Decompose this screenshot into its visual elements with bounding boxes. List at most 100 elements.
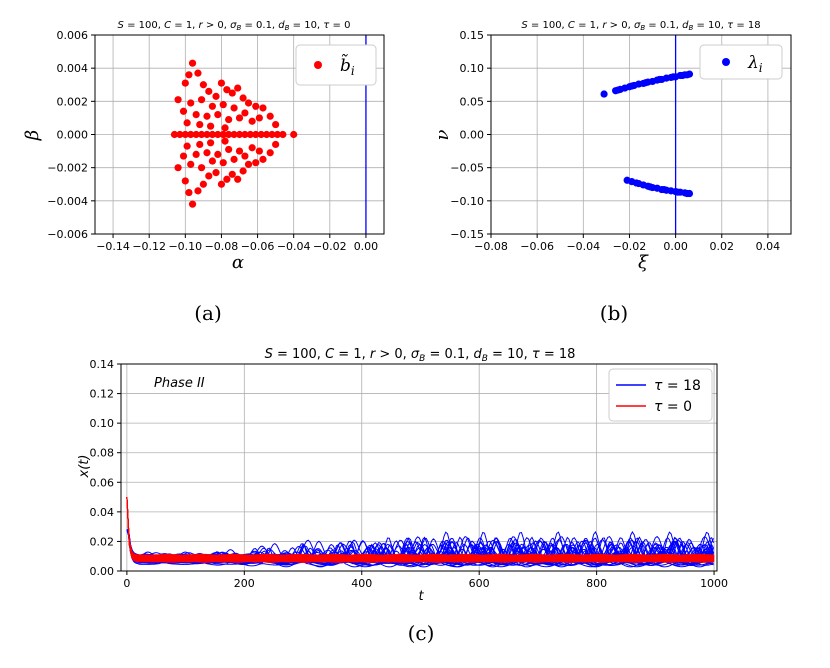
y-tick-label: −0.15 — [450, 228, 484, 241]
y-tick-label: −0.004 — [47, 195, 88, 208]
scatter-point — [683, 71, 691, 79]
panel-b-ylabel: ν — [432, 129, 453, 140]
y-tick-label: 0.002 — [57, 95, 89, 108]
panel-b-legend: λi — [699, 44, 783, 80]
x-tick-label: −0.02 — [613, 240, 647, 253]
scatter-point — [259, 155, 267, 163]
x-tick-label: 0.00 — [354, 240, 379, 253]
scatter-point — [262, 130, 271, 139]
trajectory-tau18 — [126, 529, 714, 561]
scatter-point — [205, 87, 213, 95]
scatter-point — [176, 130, 184, 139]
scatter-point — [234, 84, 242, 92]
scatter-point — [628, 82, 636, 90]
x-tick-label: 600 — [469, 577, 490, 590]
panel-b-title: S = 100, C = 1, r > 0, σB = 0.1, dB = 10… — [521, 20, 760, 32]
scatter-point — [187, 160, 195, 168]
y-tick-label: 0.00 — [460, 129, 485, 142]
scatter-point — [241, 109, 249, 117]
scatter-point — [230, 155, 238, 163]
scatter-point — [268, 130, 276, 139]
scatter-point — [273, 130, 282, 139]
y-tick-label: 0.02 — [90, 535, 115, 548]
scatter-point — [214, 150, 222, 158]
scatter-point — [223, 86, 231, 94]
scatter-point — [221, 124, 229, 132]
panel-c-legend: τ = 18 τ = 0 — [608, 368, 713, 422]
scatter-point — [203, 112, 211, 120]
scatter-point — [683, 189, 691, 198]
scatter-point — [197, 164, 206, 172]
scatter-point — [223, 175, 231, 183]
scatter-point — [208, 157, 217, 165]
scatter-point — [183, 142, 191, 150]
panel-b-chart: S = 100, C = 1, r > 0, σB = 0.1, dB = 10… — [432, 20, 792, 325]
scatter-point — [259, 104, 267, 112]
scatter-point — [179, 152, 188, 160]
panel-c-xlabel: t — [418, 589, 424, 604]
panel-c-caption: (c) — [408, 621, 435, 645]
panel-c-annotation: Phase II — [154, 376, 205, 391]
scatter-point — [187, 130, 195, 139]
panel-a-chart: S = 100, C = 1, r > 0, σB = 0.1, dB = 10… — [22, 20, 385, 325]
scatter-point — [192, 111, 200, 119]
x-tick-label: 0 — [123, 577, 130, 590]
scatter-point — [203, 149, 211, 157]
scatter-point — [174, 164, 182, 172]
y-tick-label: 0.06 — [90, 476, 115, 489]
panel-b-caption: (b) — [600, 301, 628, 325]
scatter-point — [614, 86, 622, 94]
scatter-point — [219, 101, 227, 109]
y-tick-label: −0.05 — [450, 162, 484, 175]
y-tick-label: 0.006 — [57, 29, 89, 42]
scatter-point — [660, 185, 668, 194]
scatter-point — [197, 130, 206, 139]
scatter-point — [199, 180, 207, 188]
panel-a-title: S = 100, C = 1, r > 0, σB = 0.1, dB = 10… — [118, 20, 351, 32]
scatter-point — [632, 179, 640, 187]
panel-c-title: S = 100, C = 1, r > 0, σB = 0.1, dB = 10… — [265, 347, 576, 364]
x-tick-label: −0.08 — [205, 240, 239, 253]
trajectory-tau0 — [126, 497, 715, 563]
y-tick-label: 0.15 — [460, 29, 485, 42]
x-tick-label: 800 — [586, 577, 607, 590]
scatter-point — [239, 94, 247, 102]
scatter-point — [187, 99, 195, 107]
scatter-point — [230, 130, 238, 139]
scatter-point — [244, 160, 253, 168]
scatter-point — [246, 130, 254, 139]
scatter-point — [185, 188, 193, 197]
y-tick-label: 0.00 — [90, 565, 115, 578]
scatter-point — [207, 139, 215, 147]
panel-c-chart: S = 100, C = 1, r > 0, σB = 0.1, dB = 10… — [77, 347, 728, 645]
scatter-point — [279, 130, 287, 139]
scatter-point — [255, 147, 263, 155]
y-tick-label: 0.04 — [90, 506, 115, 519]
y-tick-label: 0.08 — [90, 447, 115, 460]
x-tick-label: −0.14 — [96, 240, 130, 253]
scatter-point — [212, 169, 220, 177]
scatter-point — [197, 96, 206, 104]
trajectory-tau0 — [126, 497, 715, 561]
scatter-point — [214, 111, 222, 119]
scatter-point — [228, 170, 236, 178]
scatter-point — [241, 130, 249, 139]
scatter-point — [241, 152, 249, 160]
panel-c-ylabel: x(t) — [77, 455, 92, 479]
scatter-point — [248, 144, 256, 152]
scatter-point — [196, 120, 204, 129]
x-tick-label: 0.04 — [756, 240, 781, 253]
scatter-point — [272, 140, 280, 149]
scatter-point — [225, 115, 233, 124]
scatter-point — [181, 79, 189, 87]
y-tick-label: 0.05 — [460, 95, 485, 108]
scatter-point — [170, 130, 179, 139]
scatter-point — [208, 102, 217, 110]
scatter-point — [600, 90, 608, 98]
x-tick-label: 400 — [351, 577, 372, 590]
scatter-point — [219, 159, 227, 167]
scatter-point — [194, 187, 202, 195]
y-tick-label: −0.006 — [47, 228, 88, 241]
scatter-point — [248, 117, 256, 125]
